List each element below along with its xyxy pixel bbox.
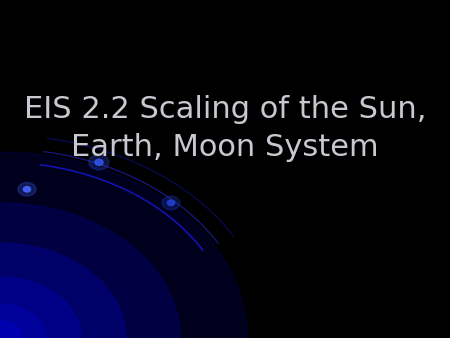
Circle shape: [23, 187, 31, 192]
Circle shape: [89, 155, 109, 170]
Circle shape: [0, 203, 180, 338]
Circle shape: [18, 183, 36, 196]
Text: EIS 2.2 Scaling of the Sun,
Earth, Moon System: EIS 2.2 Scaling of the Sun, Earth, Moon …: [24, 95, 426, 162]
Circle shape: [0, 304, 45, 338]
Circle shape: [95, 159, 103, 165]
Circle shape: [0, 277, 81, 338]
Circle shape: [0, 243, 126, 338]
Circle shape: [167, 200, 175, 206]
Circle shape: [0, 321, 22, 338]
Circle shape: [0, 152, 248, 338]
Circle shape: [162, 196, 180, 210]
